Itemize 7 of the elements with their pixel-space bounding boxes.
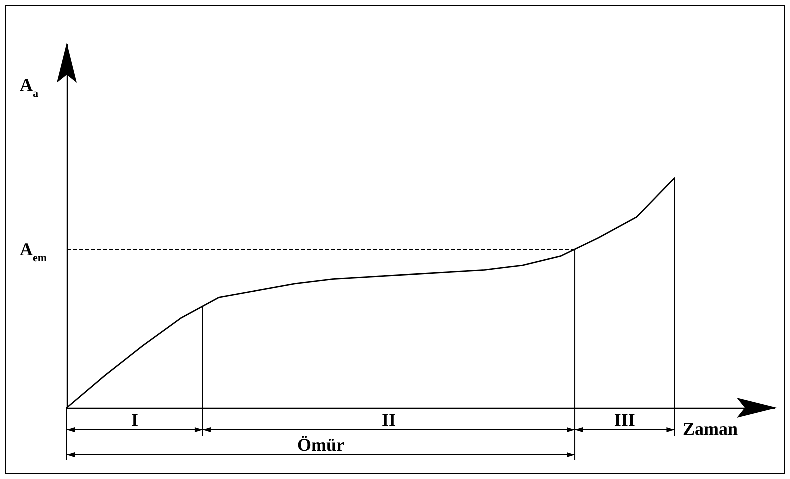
y-axis-title: A$_{a}$ [20, 74, 39, 100]
text: III [614, 410, 636, 430]
text: Ömür [298, 435, 345, 455]
x-axis-title: Zaman [683, 419, 738, 439]
text: II [382, 410, 396, 430]
text: I [131, 410, 138, 430]
ref-line-label: A$_{em}$ [20, 239, 48, 264]
